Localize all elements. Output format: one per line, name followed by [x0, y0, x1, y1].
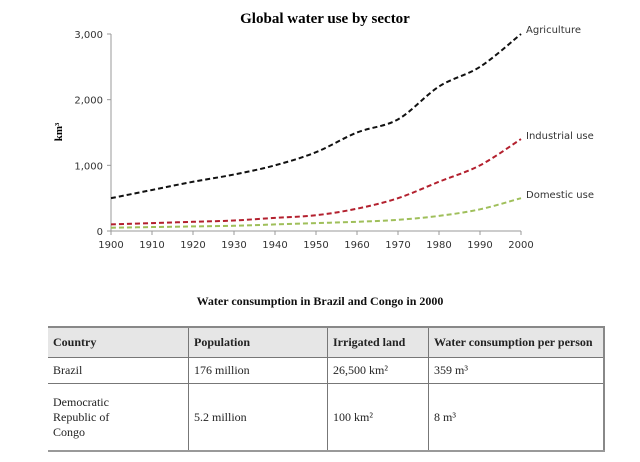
column-header: Irrigated land — [327, 326, 429, 358]
x-tick-label: 1900 — [98, 240, 123, 251]
y-tick-label: 1,000 — [74, 161, 103, 172]
series-line-agriculture — [110, 33, 522, 200]
series-label: Domestic use — [526, 190, 594, 201]
x-tick-label: 1910 — [139, 240, 164, 251]
x-tick-label: 1990 — [467, 240, 492, 251]
table-header-row: Country Population Irrigated land Water … — [48, 326, 605, 358]
line-chart: Global water use by sector km³ 0 1,000 2,0… — [53, 11, 594, 251]
table-cell: 359 m³ — [428, 357, 605, 384]
table-cell: Brazil — [48, 357, 189, 384]
table-cell: 26,500 km² — [327, 357, 429, 384]
table-cell: Democratic Republic of Congo — [48, 383, 189, 452]
chart-title: Global water use by sector — [240, 11, 410, 27]
x-tick-label: 1940 — [262, 240, 287, 251]
x-tick-label: 1930 — [221, 240, 246, 251]
series-line-industrial-use — [110, 138, 522, 226]
column-header: Country — [48, 326, 189, 358]
column-header: Population — [188, 326, 328, 358]
table-cell: 100 km² — [327, 383, 429, 452]
country-name: Democratic Republic of Congo — [53, 394, 110, 439]
y-axis-label: km³ — [53, 122, 65, 141]
series-label: Agriculture — [526, 25, 581, 36]
table-row: Brazil 176 million 26,500 km² 359 m³ — [48, 357, 605, 384]
x-tick-label: 1960 — [344, 240, 369, 251]
y-tick-label: 3,000 — [74, 30, 103, 41]
table-cell: 5.2 million — [188, 383, 328, 452]
x-tick-label: 1920 — [180, 240, 205, 251]
table-title: Water consumption in Brazil and Congo in… — [196, 294, 444, 308]
water-consumption-table: Country Population Irrigated land Water … — [48, 326, 605, 452]
column-header: Water consumption per person — [428, 326, 605, 358]
x-tick-label: 1970 — [385, 240, 410, 251]
table-cell: 176 million — [188, 357, 328, 384]
x-tick-label: 2000 — [508, 240, 533, 251]
series-label: Industrial use — [526, 131, 594, 142]
series-line-domestic-use — [110, 197, 522, 229]
y-tick-label: 0 — [97, 227, 103, 238]
x-tick-label: 1950 — [303, 240, 328, 251]
table-cell: 8 m³ — [428, 383, 605, 452]
x-tick-label: 1980 — [426, 240, 451, 251]
table-row: Democratic Republic of Congo 5.2 million… — [48, 383, 605, 452]
y-tick-label: 2,000 — [74, 96, 103, 107]
